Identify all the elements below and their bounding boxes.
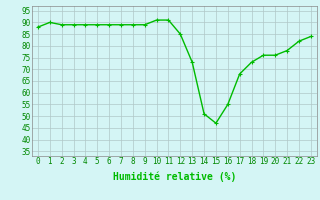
X-axis label: Humidité relative (%): Humidité relative (%) — [113, 172, 236, 182]
